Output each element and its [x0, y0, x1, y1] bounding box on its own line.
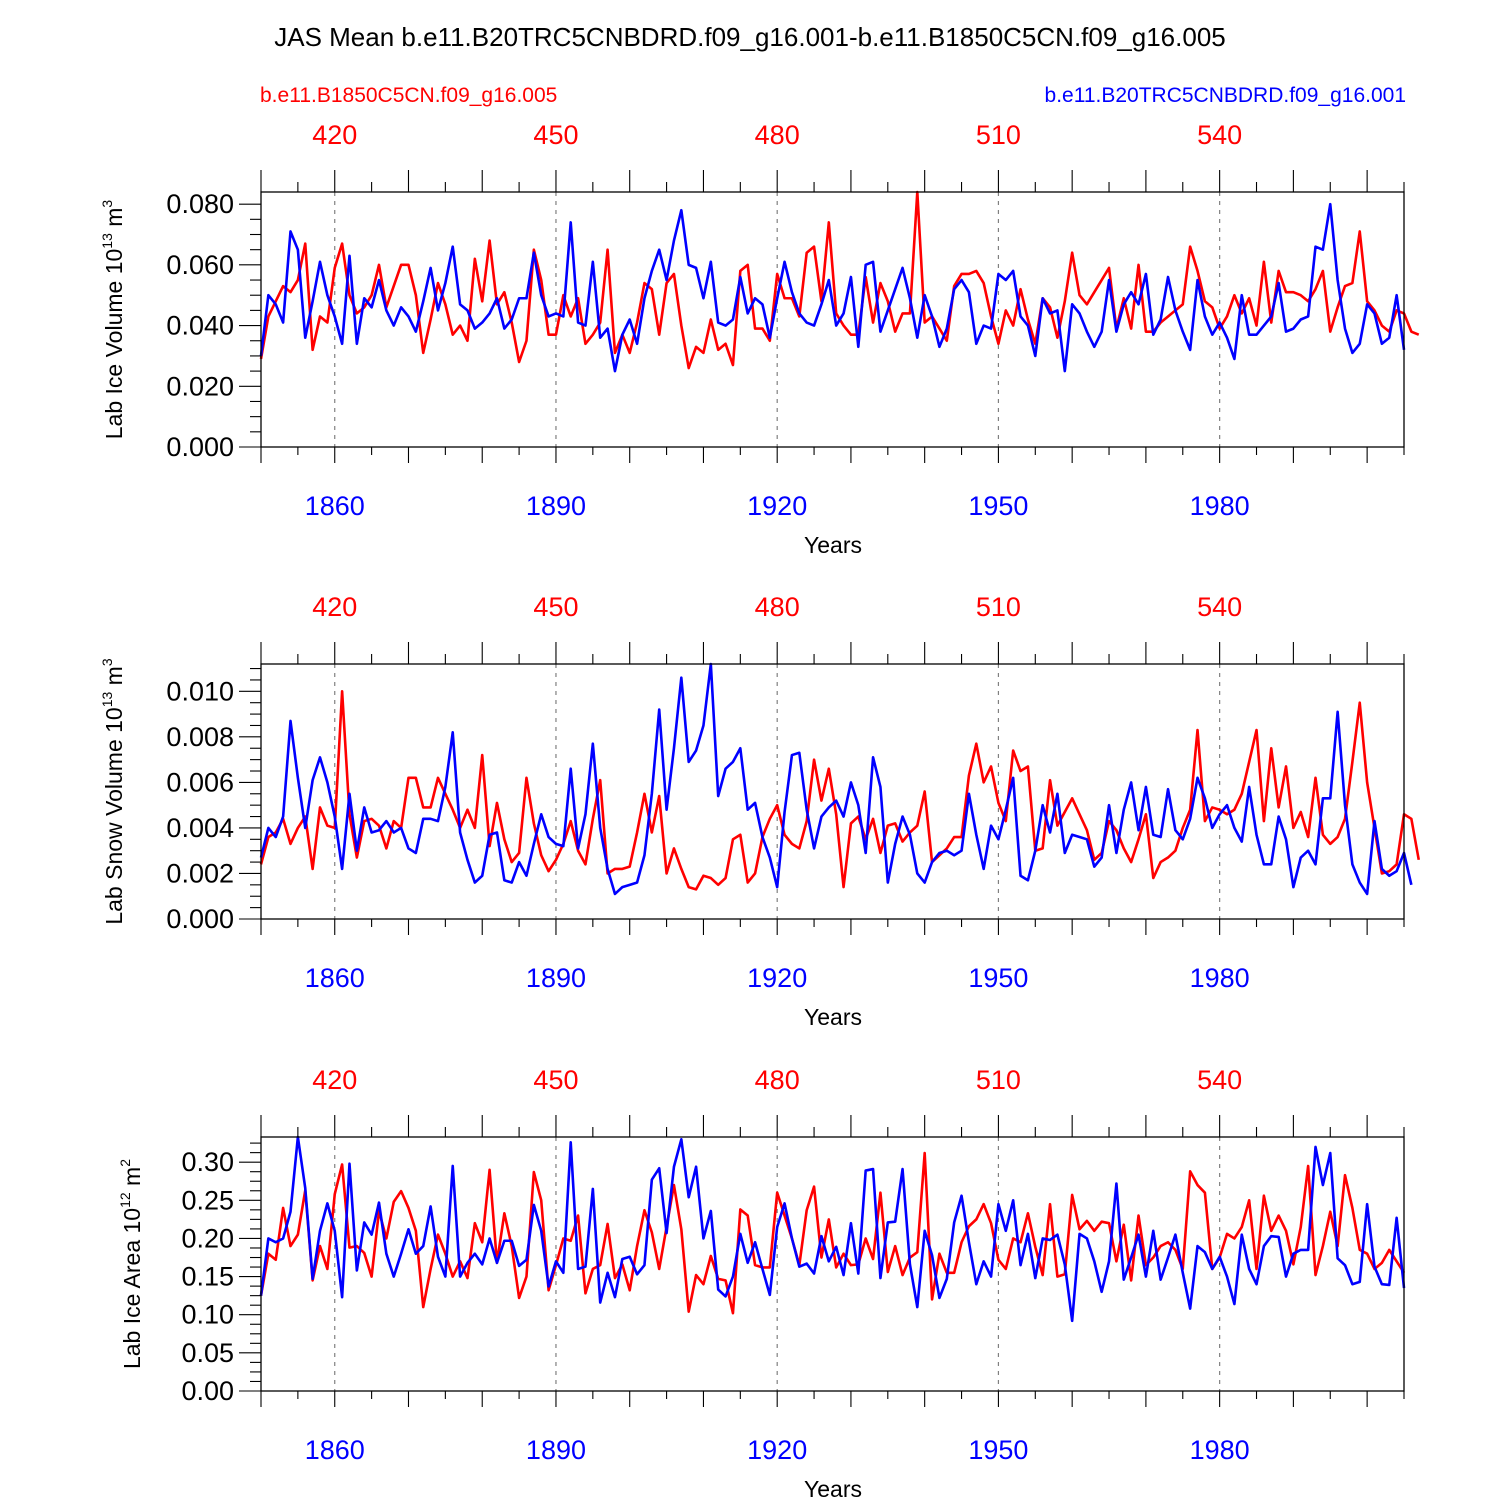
y-tick-label: 0.000	[166, 904, 234, 934]
figure-title: JAS Mean b.e11.B20TRC5CNBDRD.f09_g16.001…	[274, 22, 1226, 52]
top-tick-label-510: 510	[976, 592, 1021, 622]
series-control-line	[259, 690, 1421, 891]
y-tick-label: 0.30	[181, 1147, 234, 1177]
series-historical-line	[259, 1135, 1406, 1323]
plot-frame	[260, 663, 1405, 920]
y-tick-label: 0.10	[181, 1300, 234, 1330]
y-tick-label: 0.008	[166, 722, 234, 752]
y-tick-label: 0.15	[181, 1262, 234, 1292]
top-tick-label-540: 540	[1197, 1065, 1242, 1095]
top-tick-label-450: 450	[533, 120, 578, 150]
y-tick-label: 0.002	[166, 858, 234, 888]
y-tick-label: 0.25	[181, 1185, 234, 1215]
x-tick-label-1920: 1920	[747, 1435, 807, 1465]
panel-2: 1860 1890 1920 1950 1980 Years 420 450 480 510 540…	[99, 592, 1421, 1030]
top-tick-label-480: 480	[755, 1065, 800, 1095]
series-historical-line	[259, 202, 1406, 373]
y-tick-label: 0.006	[166, 767, 234, 797]
control-run-label: b.e11.B1850C5CN.f09_g16.005	[260, 84, 557, 107]
x-axis-label: Years	[804, 532, 862, 558]
series-control-line	[259, 1151, 1406, 1315]
y-tick-label: 0.010	[166, 676, 234, 706]
x-tick-label-1920: 1920	[747, 491, 807, 521]
y-tick-label: 0.05	[181, 1338, 234, 1368]
y-tick-label: 0.000	[166, 432, 234, 462]
x-axis-label: Years	[804, 1476, 862, 1500]
y-tick-label: 0.00	[181, 1376, 234, 1406]
x-tick-label-1950: 1950	[968, 963, 1028, 993]
x-tick-label-1890: 1890	[526, 491, 586, 521]
y-axis-label: Lab Ice Volume 1013 m3	[99, 200, 127, 440]
series-control-line	[259, 190, 1420, 370]
panel-3: 1860 1890 1920 1950 1980 Years 420 450 480 510 540…	[117, 1065, 1406, 1502]
x-tick-label-1950: 1950	[968, 491, 1028, 521]
x-tick-label-1980: 1980	[1190, 491, 1250, 521]
top-tick-label-420: 420	[312, 592, 357, 622]
x-tick-label-1890: 1890	[526, 1435, 586, 1465]
y-axis-label: Lab Ice Area 1012 m2	[117, 1159, 145, 1369]
top-tick-label-510: 510	[976, 1065, 1021, 1095]
plot-frame	[260, 191, 1405, 448]
y-tick-label: 0.040	[166, 311, 234, 341]
y-tick-label: 0.060	[166, 250, 234, 280]
y-tick-label: 0.20	[181, 1223, 234, 1253]
x-tick-label-1860: 1860	[305, 963, 365, 993]
top-tick-label-540: 540	[1197, 120, 1242, 150]
x-tick-label-1860: 1860	[305, 491, 365, 521]
top-tick-label-510: 510	[976, 120, 1021, 150]
x-tick-label-1950: 1950	[968, 1435, 1028, 1465]
historical-run-label: b.e11.B20TRC5CNBDRD.f09_g16.001	[1045, 84, 1406, 107]
plot-frame	[260, 1136, 1405, 1392]
y-tick-label: 0.020	[166, 371, 234, 401]
x-axis-label: Years	[804, 1004, 862, 1030]
top-tick-label-450: 450	[533, 592, 578, 622]
series-historical-line	[259, 662, 1413, 896]
top-tick-label-420: 420	[312, 120, 357, 150]
x-tick-label-1860: 1860	[305, 1435, 365, 1465]
top-tick-label-480: 480	[755, 120, 800, 150]
x-tick-label-1920: 1920	[747, 963, 807, 993]
x-tick-label-1980: 1980	[1190, 1435, 1250, 1465]
top-tick-label-540: 540	[1197, 592, 1242, 622]
x-tick-label-1980: 1980	[1190, 963, 1250, 993]
top-tick-label-420: 420	[312, 1065, 357, 1095]
y-tick-label: 0.080	[166, 189, 234, 219]
top-tick-label-450: 450	[533, 1065, 578, 1095]
y-axis-label: Lab Snow Volume 1013 m3	[99, 658, 127, 925]
panel-1: 1860 1890 1920 1950 1980 Years 420 450 480 510 540…	[99, 120, 1420, 558]
x-tick-label-1890: 1890	[526, 963, 586, 993]
y-tick-label: 0.004	[166, 813, 234, 843]
top-tick-label-480: 480	[755, 592, 800, 622]
